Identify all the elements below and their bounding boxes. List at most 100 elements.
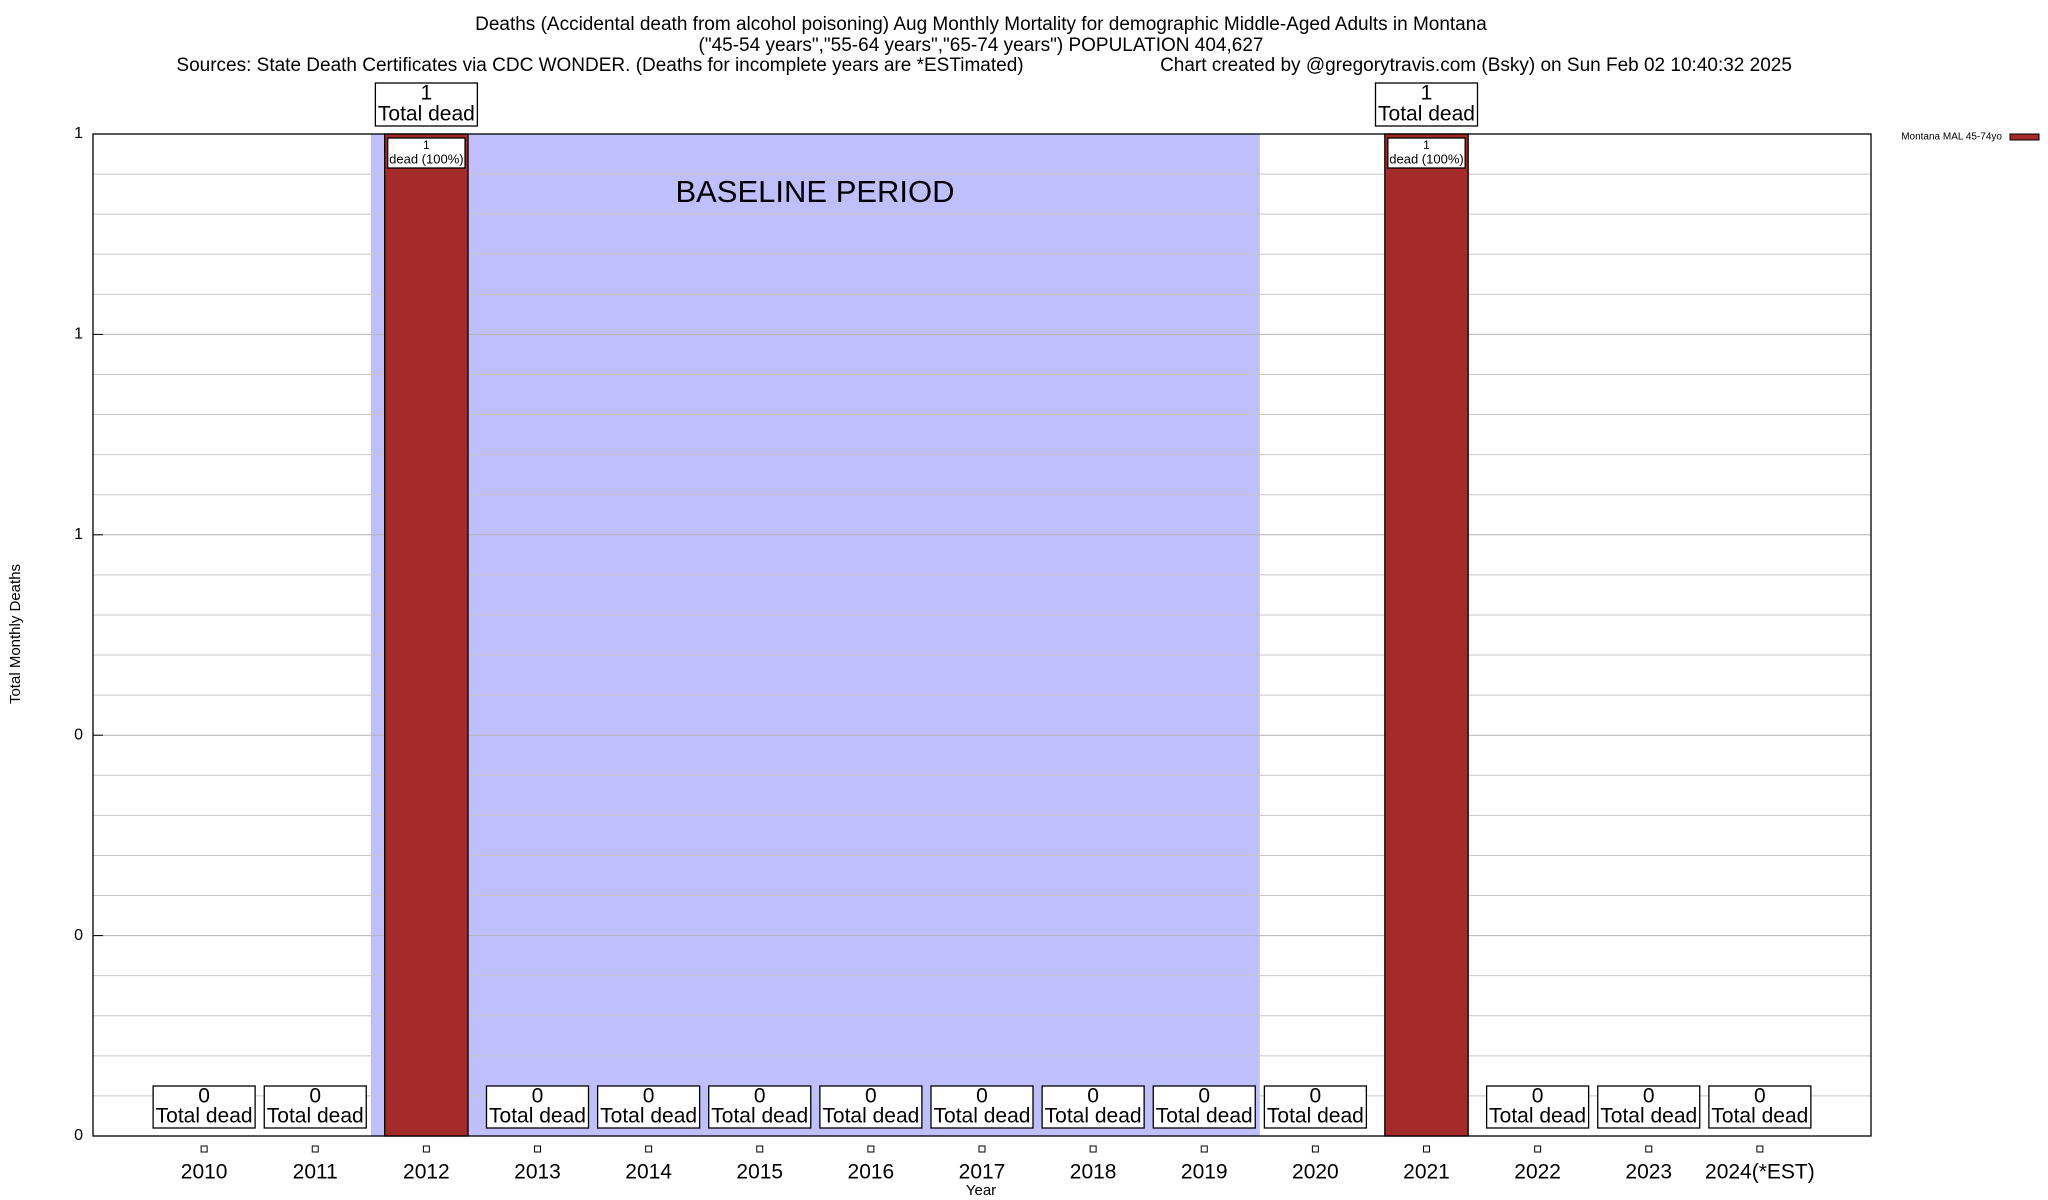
value-label-caption: Total dead bbox=[934, 1105, 1031, 1128]
x-tick-label: 2021 bbox=[1403, 1161, 1450, 1184]
x-tick-marker bbox=[1534, 1145, 1542, 1153]
x-tick-marker bbox=[1756, 1145, 1764, 1153]
y-tick-label: 1 bbox=[74, 526, 83, 543]
value-label-box bbox=[1041, 1085, 1145, 1129]
x-tick-marker bbox=[867, 1145, 875, 1153]
plot-frame bbox=[92, 133, 1872, 1137]
x-tick-marker bbox=[978, 1145, 986, 1153]
chart-credit: Chart created by @gregorytravis.com (Bsk… bbox=[1160, 55, 1792, 76]
value-label-box bbox=[596, 1085, 701, 1129]
x-tick-marker bbox=[1089, 1145, 1097, 1153]
value-label-caption: Total dead bbox=[1600, 1105, 1697, 1128]
value-label-box bbox=[152, 1085, 256, 1129]
inner-label: dead (100%) bbox=[1389, 151, 1463, 166]
value-label-caption: Total dead bbox=[156, 1105, 253, 1128]
value-label-box bbox=[1374, 82, 1479, 127]
x-tick-label: 2019 bbox=[1181, 1161, 1228, 1184]
inner-label-box bbox=[387, 137, 466, 169]
x-tick-marker bbox=[1645, 1145, 1653, 1153]
x-tick-marker bbox=[1423, 1145, 1430, 1153]
x-tick-label: 2020 bbox=[1292, 1161, 1339, 1184]
x-tick-label: 2011 bbox=[293, 1161, 338, 1184]
value-label-box bbox=[1263, 1085, 1368, 1129]
value-label: 0 bbox=[1532, 1085, 1544, 1108]
value-label-caption: Total dead bbox=[1267, 1105, 1364, 1128]
value-label-box bbox=[819, 1085, 923, 1129]
chart-subtitle: ("45-54 years","55-64 years","65-74 year… bbox=[699, 35, 1264, 56]
y-tick-label: 0 bbox=[74, 726, 83, 743]
inner-label-box bbox=[1387, 137, 1466, 169]
value-label-caption: Total dead bbox=[489, 1105, 586, 1128]
x-tick-label: 2024(*EST) bbox=[1705, 1161, 1815, 1184]
x-axis-label: Year bbox=[966, 1182, 996, 1199]
value-label: 0 bbox=[643, 1085, 655, 1108]
value-label-caption: Total dead bbox=[1156, 1105, 1253, 1128]
inner-value-label: 1 bbox=[423, 138, 430, 152]
value-label-box bbox=[374, 82, 479, 127]
value-label: 0 bbox=[1643, 1085, 1655, 1108]
x-tick-label: 2012 bbox=[403, 1161, 450, 1184]
chart-title: Deaths (Accidental death from alcohol po… bbox=[475, 14, 1487, 35]
value-label: 0 bbox=[865, 1085, 877, 1108]
value-label-caption: Total dead bbox=[1378, 103, 1475, 126]
x-tick-label: 2010 bbox=[181, 1161, 228, 1184]
x-tick-marker bbox=[422, 1145, 430, 1153]
x-tick-label: 2017 bbox=[959, 1161, 1006, 1184]
value-label-caption: Total dead bbox=[711, 1105, 808, 1128]
value-label: 0 bbox=[309, 1085, 321, 1108]
value-label: 0 bbox=[1198, 1085, 1210, 1108]
x-tick-marker bbox=[1200, 1145, 1208, 1153]
value-label-caption: Total dead bbox=[378, 103, 475, 126]
y-tick-label: 0 bbox=[74, 927, 83, 944]
value-label-box bbox=[263, 1085, 367, 1129]
x-tick-marker bbox=[311, 1145, 319, 1153]
value-label-box bbox=[1152, 1085, 1256, 1129]
x-tick-label: 2013 bbox=[514, 1161, 561, 1184]
x-tick-marker bbox=[645, 1145, 653, 1153]
y-tick-label: 1 bbox=[74, 125, 83, 142]
value-label: 1 bbox=[1421, 82, 1433, 105]
value-label-box bbox=[930, 1085, 1034, 1129]
value-label-box bbox=[1485, 1085, 1590, 1129]
x-tick-label: 2016 bbox=[848, 1161, 895, 1184]
value-label-caption: Total dead bbox=[1489, 1105, 1586, 1128]
baseline-label: BASELINE PERIOD bbox=[675, 174, 954, 209]
value-label-box bbox=[1708, 1085, 1812, 1129]
value-label-caption: Total dead bbox=[1711, 1105, 1808, 1128]
value-label: 0 bbox=[1754, 1085, 1766, 1108]
value-label-caption: Total dead bbox=[822, 1105, 919, 1128]
baseline-region bbox=[370, 134, 1260, 1136]
x-tick-label: 2022 bbox=[1514, 1161, 1561, 1184]
x-tick-marker bbox=[534, 1145, 541, 1153]
value-label-box bbox=[708, 1085, 812, 1129]
value-label-caption: Total dead bbox=[1045, 1105, 1142, 1128]
value-label: 0 bbox=[198, 1085, 210, 1108]
value-label: 0 bbox=[754, 1085, 766, 1108]
value-label: 1 bbox=[421, 82, 433, 105]
value-label: 0 bbox=[1087, 1085, 1099, 1108]
legend-swatch bbox=[2009, 133, 2040, 141]
value-label-caption: Total dead bbox=[600, 1105, 697, 1128]
x-tick-marker bbox=[756, 1145, 764, 1153]
value-label: 0 bbox=[1310, 1085, 1322, 1108]
bar bbox=[384, 133, 469, 1137]
bar bbox=[1384, 133, 1469, 1137]
x-tick-label: 2015 bbox=[736, 1161, 783, 1184]
x-tick-label: 2014 bbox=[625, 1161, 672, 1184]
x-tick-marker bbox=[1311, 1145, 1319, 1153]
y-tick-label: 1 bbox=[74, 326, 83, 343]
legend-label: Montana MAL 45-74yo bbox=[1901, 132, 2002, 143]
value-label: 0 bbox=[532, 1085, 544, 1108]
value-label: 0 bbox=[976, 1085, 988, 1108]
x-tick-marker bbox=[200, 1145, 208, 1153]
inner-value-label: 1 bbox=[1423, 138, 1430, 152]
y-tick-label: 0 bbox=[74, 1127, 83, 1144]
x-tick-label: 2018 bbox=[1070, 1161, 1117, 1184]
inner-label: dead (100%) bbox=[389, 151, 463, 166]
value-label-box bbox=[1597, 1085, 1701, 1129]
x-tick-label: 2023 bbox=[1625, 1161, 1672, 1184]
value-label-box bbox=[485, 1085, 590, 1129]
value-label-caption: Total dead bbox=[267, 1105, 364, 1128]
